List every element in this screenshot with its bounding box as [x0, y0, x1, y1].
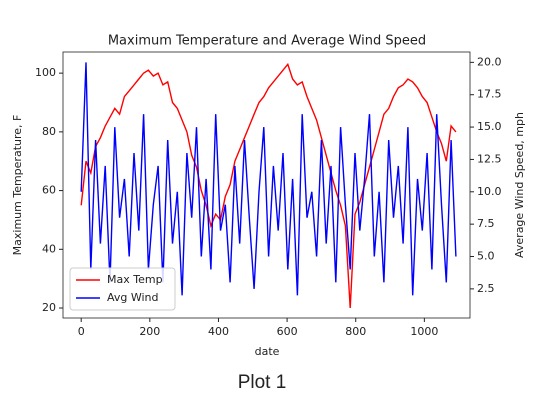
x-tick-label: 200 — [139, 325, 160, 338]
x-tick-label: 0 — [78, 325, 85, 338]
series-line — [80, 62, 457, 309]
y-tick-label: 40 — [42, 242, 56, 255]
legend-label: Avg Wind — [107, 291, 159, 304]
y2-tick-label: 5.0 — [477, 250, 495, 263]
plot-frame — [62, 51, 471, 319]
x-tick-label: 400 — [208, 325, 229, 338]
y-tick-label: 20 — [42, 301, 56, 314]
chart-title: Maximum Temperature and Average Wind Spe… — [108, 34, 426, 49]
y-axis-label: Maximum Temperature, F — [11, 115, 24, 256]
y2-tick-label: 20.0 — [477, 55, 502, 68]
y2-tick-label: 2.5 — [477, 282, 495, 295]
y2-axis-label: Average Wind Speed, mph — [513, 112, 526, 258]
y-tick-label: 80 — [42, 125, 56, 138]
x-axis-label: date — [255, 345, 280, 358]
x-tick-label: 800 — [345, 325, 366, 338]
legend-label: Max Temp — [107, 273, 163, 286]
y2-tick-label: 15.0 — [477, 120, 502, 133]
y-tick-label: 60 — [42, 184, 56, 197]
y2-tick-label: 10.0 — [477, 185, 502, 198]
y-tick-label: 100 — [35, 66, 56, 79]
legend-box — [69, 267, 176, 311]
caption: Plot 1 — [238, 372, 287, 393]
x-tick-label: 1000 — [410, 325, 438, 338]
y2-tick-label: 12.5 — [477, 152, 502, 165]
y2-tick-label: 7.5 — [477, 217, 495, 230]
series-line — [80, 62, 457, 296]
y2-tick-label: 17.5 — [477, 88, 502, 101]
x-tick-label: 600 — [277, 325, 298, 338]
